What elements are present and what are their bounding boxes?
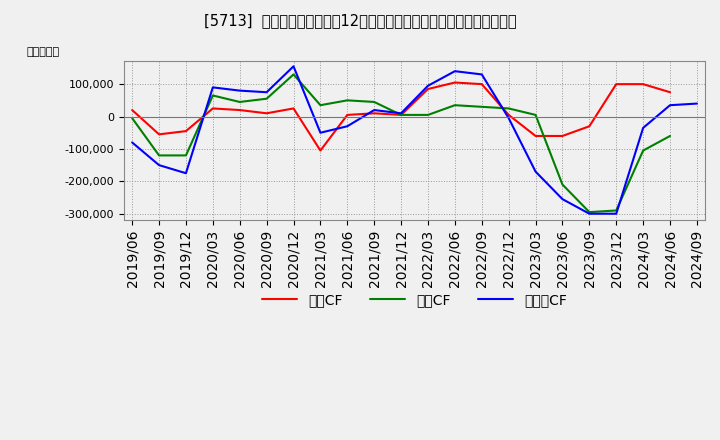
Line: 投資CF: 投資CF — [132, 74, 670, 212]
営業CF — [209, 106, 217, 111]
Text: [5713]  キャッシュフローの12か月移動合計の対前年同期増減額の推移: [5713] キャッシュフローの12か月移動合計の対前年同期増減額の推移 — [204, 13, 516, 28]
営業CF — [289, 106, 298, 111]
投資CF — [639, 148, 647, 153]
フリーCF — [370, 107, 379, 113]
投資CF — [235, 99, 244, 105]
投資CF — [477, 104, 486, 110]
投資CF — [612, 208, 621, 213]
フリーCF — [181, 171, 190, 176]
営業CF — [397, 112, 405, 117]
営業CF — [181, 128, 190, 134]
フリーCF — [289, 64, 298, 69]
Line: フリーCF: フリーCF — [132, 66, 697, 214]
Line: 営業CF: 営業CF — [132, 83, 670, 150]
フリーCF — [504, 116, 513, 121]
フリーCF — [397, 110, 405, 116]
営業CF — [343, 112, 351, 117]
営業CF — [477, 81, 486, 87]
フリーCF — [451, 69, 459, 74]
フリーCF — [155, 162, 163, 168]
営業CF — [316, 148, 325, 153]
営業CF — [639, 81, 647, 87]
フリーCF — [531, 169, 540, 174]
フリーCF — [423, 83, 432, 88]
投資CF — [504, 106, 513, 111]
フリーCF — [316, 130, 325, 136]
営業CF — [558, 133, 567, 139]
営業CF — [370, 110, 379, 116]
投資CF — [209, 93, 217, 98]
フリーCF — [262, 90, 271, 95]
フリーCF — [693, 101, 701, 106]
営業CF — [262, 110, 271, 116]
営業CF — [155, 132, 163, 137]
フリーCF — [477, 72, 486, 77]
投資CF — [666, 133, 675, 139]
フリーCF — [235, 88, 244, 93]
フリーCF — [585, 211, 594, 216]
投資CF — [289, 72, 298, 77]
投資CF — [558, 182, 567, 187]
投資CF — [585, 209, 594, 215]
営業CF — [666, 90, 675, 95]
営業CF — [585, 124, 594, 129]
フリーCF — [639, 125, 647, 131]
営業CF — [423, 86, 432, 92]
投資CF — [128, 116, 137, 121]
フリーCF — [558, 197, 567, 202]
Y-axis label: （百万円）: （百万円） — [26, 47, 59, 57]
フリーCF — [666, 103, 675, 108]
フリーCF — [343, 124, 351, 129]
投資CF — [370, 99, 379, 105]
営業CF — [531, 133, 540, 139]
フリーCF — [209, 85, 217, 90]
投資CF — [451, 103, 459, 108]
営業CF — [235, 107, 244, 113]
投資CF — [181, 153, 190, 158]
フリーCF — [128, 140, 137, 145]
投資CF — [316, 103, 325, 108]
営業CF — [612, 81, 621, 87]
投資CF — [155, 153, 163, 158]
営業CF — [451, 80, 459, 85]
Legend: 営業CF, 投資CF, フリーCF: 営業CF, 投資CF, フリーCF — [256, 287, 572, 312]
フリーCF — [612, 211, 621, 216]
営業CF — [504, 112, 513, 117]
投資CF — [262, 96, 271, 101]
営業CF — [128, 107, 137, 113]
投資CF — [531, 112, 540, 117]
投資CF — [397, 112, 405, 117]
投資CF — [343, 98, 351, 103]
投資CF — [423, 112, 432, 117]
